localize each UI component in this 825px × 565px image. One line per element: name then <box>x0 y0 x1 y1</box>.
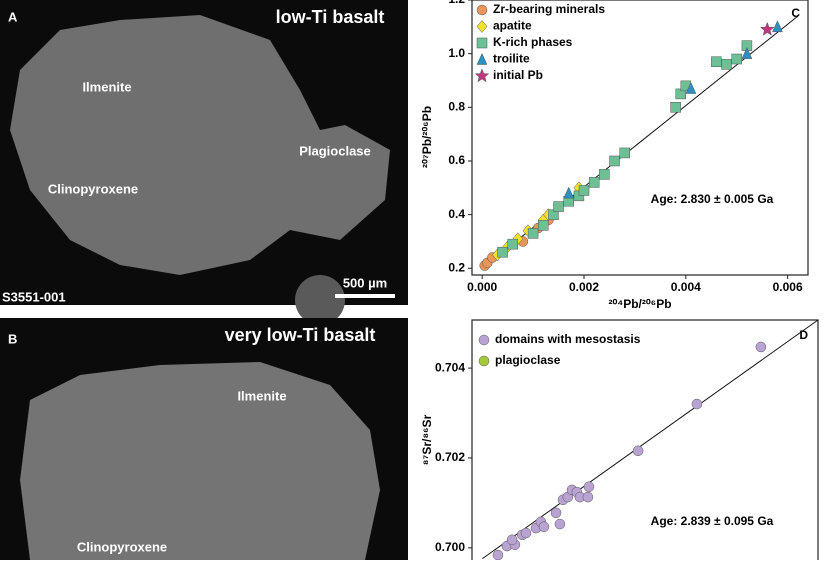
point <box>741 47 753 59</box>
scale-label: 500 µm <box>343 275 387 290</box>
panel-label: A <box>8 9 18 24</box>
x-tick-label: 0.002 <box>569 280 599 294</box>
legend-swatch <box>478 355 490 367</box>
legend-label: K-rich phases <box>493 35 573 49</box>
point <box>582 491 594 503</box>
legend-swatch <box>474 68 490 83</box>
point <box>550 507 562 519</box>
legend-swatch <box>476 37 488 49</box>
annotation: Plagioclase <box>299 143 371 158</box>
annotation: Age: 2.830 ± 0.005 Ga <box>651 192 774 206</box>
point <box>520 527 532 539</box>
legend-swatch <box>478 334 490 346</box>
y-tick-label: 0.4 <box>448 207 465 221</box>
point <box>578 185 590 196</box>
grain-a <box>10 15 390 275</box>
legend-label: plagioclase <box>495 353 561 367</box>
plot-frame <box>471 319 819 565</box>
y-tick-label: 1.0 <box>448 46 465 60</box>
legend-swatch <box>476 52 488 65</box>
point <box>609 155 620 167</box>
sample-id: S3551-001 <box>2 289 66 304</box>
panel-label: D <box>799 328 808 342</box>
point <box>538 220 549 231</box>
point <box>711 56 722 67</box>
point <box>554 518 566 530</box>
point <box>759 21 775 36</box>
y-axis-label: ⁸⁷Sr/⁸⁶Sr <box>420 414 434 465</box>
point <box>632 445 644 457</box>
point <box>599 169 610 180</box>
point <box>619 147 630 159</box>
legend-label: domains with mesostasis <box>495 332 641 346</box>
point <box>507 238 518 250</box>
grain-fragment <box>295 275 345 325</box>
panel-label: B <box>8 331 17 346</box>
legend-swatch <box>476 4 488 16</box>
legend-swatch <box>476 20 488 33</box>
annotation: Ilmenite <box>237 388 286 403</box>
y-tick-label: 1.2 <box>448 0 465 6</box>
legend-label: troilite <box>493 52 530 66</box>
point <box>685 81 697 94</box>
point <box>588 177 600 188</box>
plot-frame <box>471 0 809 276</box>
y-tick-label: 0.700 <box>435 540 465 554</box>
y-tick-label: 0.2 <box>448 260 465 274</box>
point <box>563 186 575 199</box>
annotation: Clinopyroxene <box>48 181 138 196</box>
panel-label: C <box>791 6 800 20</box>
legend-label: initial Pb <box>493 68 543 82</box>
annotation: Clinopyroxene <box>77 539 167 554</box>
annotation: Ilmenite <box>82 79 131 94</box>
x-tick-label: 0.006 <box>773 280 803 294</box>
point <box>553 201 564 212</box>
point <box>755 341 767 353</box>
point <box>583 481 595 492</box>
point <box>497 246 508 258</box>
annotation: Age: 2.839 ± 0.095 Ga <box>651 514 774 528</box>
point <box>731 53 742 65</box>
y-tick-label: 0.704 <box>435 360 465 374</box>
x-tick-label: 0.000 <box>467 280 497 294</box>
point <box>772 20 783 33</box>
y-axis-label: ²⁰⁷Pb/²⁰⁶Pb <box>420 106 434 168</box>
grain-b <box>20 362 380 560</box>
x-tick-label: 0.004 <box>671 280 701 294</box>
point <box>538 521 550 532</box>
point <box>492 549 504 561</box>
point <box>506 534 518 546</box>
point <box>527 228 539 239</box>
point <box>691 398 703 410</box>
y-tick-label: 0.702 <box>435 450 465 464</box>
y-tick-label: 0.8 <box>448 99 465 113</box>
legend-label: Zr-bearing minerals <box>493 2 605 16</box>
point <box>721 59 732 70</box>
panel-title: low-Ti basalt <box>276 7 385 27</box>
point <box>670 102 681 113</box>
legend-label: apatite <box>493 19 532 33</box>
x-axis-label: ²⁰⁴Pb/²⁰⁶Pb <box>608 297 671 311</box>
panel-title: very low-Ti basalt <box>225 325 376 345</box>
y-tick-label: 0.6 <box>448 153 465 167</box>
